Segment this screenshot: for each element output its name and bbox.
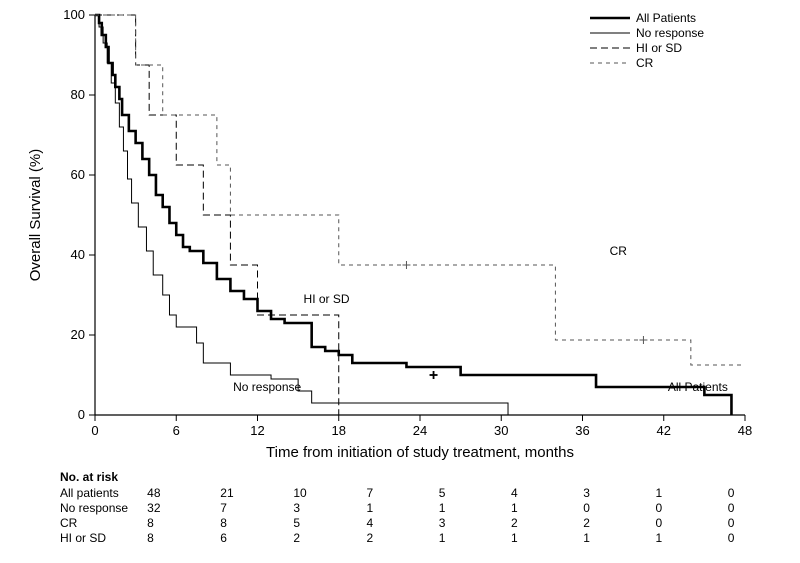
svg-text:60: 60	[71, 167, 85, 182]
risk-cell: 1	[366, 501, 438, 516]
svg-text:100: 100	[63, 7, 85, 22]
svg-text:Overall Survival (%): Overall Survival (%)	[27, 149, 44, 282]
risk-cell: 3	[293, 501, 366, 516]
risk-cell: 4	[511, 486, 583, 501]
risk-row: No response3273111000	[60, 501, 800, 516]
risk-table-body: All patients482110754310No response32731…	[60, 486, 800, 546]
risk-cell: 8	[147, 516, 220, 531]
risk-cell: 1	[583, 531, 655, 546]
inline-label-noresp: No response	[233, 380, 301, 394]
risk-cell: 5	[293, 516, 366, 531]
risk-cell: 48	[147, 486, 220, 501]
risk-cell: 1	[655, 486, 727, 501]
risk-row-label: All patients	[60, 486, 147, 501]
risk-cell: 4	[366, 516, 438, 531]
risk-cell: 0	[728, 486, 800, 501]
risk-cell: 1	[439, 501, 511, 516]
risk-cell: 2	[293, 531, 366, 546]
risk-cell: 3	[439, 516, 511, 531]
risk-cell: 0	[655, 501, 727, 516]
risk-cell: 7	[220, 501, 293, 516]
svg-text:24: 24	[413, 423, 427, 438]
risk-cell: 1	[511, 501, 583, 516]
inline-label-cr: CR	[610, 244, 628, 258]
risk-cell: 0	[728, 531, 800, 546]
svg-text:48: 48	[738, 423, 752, 438]
risk-cell: 0	[583, 501, 655, 516]
legend-label-all: All Patients	[636, 11, 696, 25]
risk-cell: 3	[583, 486, 655, 501]
risk-cell: 32	[147, 501, 220, 516]
risk-cell: 6	[220, 531, 293, 546]
risk-table-title: No. at risk	[60, 470, 800, 484]
legend-label-cr: CR	[636, 56, 654, 70]
risk-cell: 8	[147, 531, 220, 546]
risk-row: HI or SD862211110	[60, 531, 800, 546]
svg-text:6: 6	[173, 423, 180, 438]
km-figure: { "chart":{ "type":"kaplan-meier", "widt…	[0, 0, 800, 563]
risk-cell: 5	[439, 486, 511, 501]
risk-cell: 2	[583, 516, 655, 531]
risk-cell: 2	[511, 516, 583, 531]
risk-cell: 10	[293, 486, 366, 501]
risk-row-label: CR	[60, 516, 147, 531]
risk-cell: 1	[511, 531, 583, 546]
svg-text:18: 18	[332, 423, 346, 438]
svg-text:30: 30	[494, 423, 508, 438]
svg-text:80: 80	[71, 87, 85, 102]
risk-cell: 8	[220, 516, 293, 531]
risk-cell: 1	[655, 531, 727, 546]
risk-cell: 0	[728, 501, 800, 516]
inline-label-hisd: HI or SD	[304, 292, 350, 306]
risk-cell: 21	[220, 486, 293, 501]
svg-text:0: 0	[78, 407, 85, 422]
svg-text:0: 0	[91, 423, 98, 438]
risk-row: CR885432200	[60, 516, 800, 531]
risk-cell: 0	[728, 516, 800, 531]
series-all	[95, 15, 731, 415]
inline-label-all: All Patients	[668, 380, 728, 394]
risk-cell: 7	[366, 486, 438, 501]
series-noresp	[95, 15, 508, 415]
risk-row-label: No response	[60, 501, 147, 516]
risk-cell: 0	[655, 516, 727, 531]
risk-row: All patients482110754310	[60, 486, 800, 501]
svg-text:20: 20	[71, 327, 85, 342]
svg-text:Time from initiation of study: Time from initiation of study treatment,…	[266, 444, 574, 460]
series-hisd	[95, 15, 339, 415]
risk-cell: 1	[439, 531, 511, 546]
svg-text:40: 40	[71, 247, 85, 262]
svg-text:12: 12	[250, 423, 264, 438]
risk-row-label: HI or SD	[60, 531, 147, 546]
legend-label-hisd: HI or SD	[636, 41, 682, 55]
risk-cell: 2	[366, 531, 438, 546]
svg-text:42: 42	[657, 423, 671, 438]
number-at-risk-table: No. at risk All patients482110754310No r…	[60, 470, 800, 546]
legend-label-noresp: No response	[636, 26, 704, 40]
svg-text:36: 36	[575, 423, 589, 438]
km-plot-svg: 0 20 40 60 80 100 0 6 12 18 24 30 36 42 48 Time from in…	[0, 0, 800, 460]
